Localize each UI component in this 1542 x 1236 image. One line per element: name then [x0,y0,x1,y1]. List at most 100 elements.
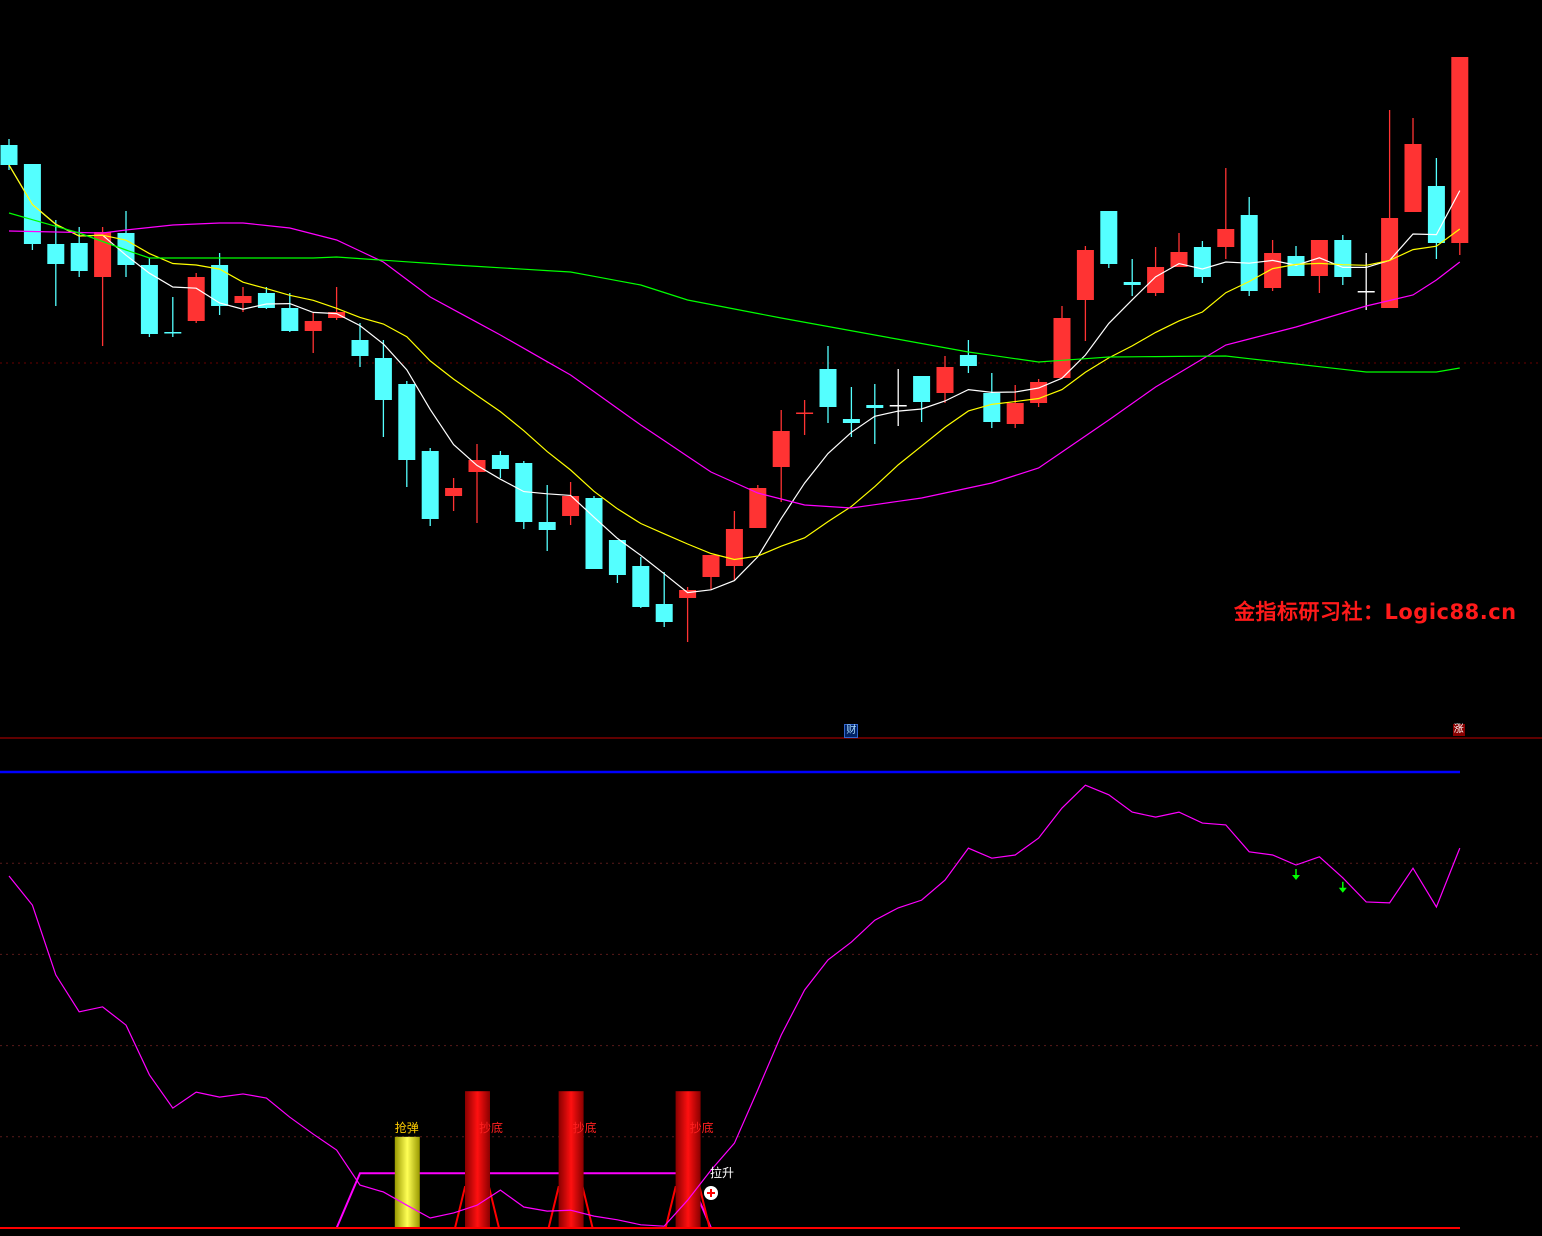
candle-body [913,376,931,402]
candle-17 [374,340,392,437]
candle-body [211,265,229,306]
candle-42 [959,340,977,373]
bottom-label: 抄底 [689,1121,714,1135]
candle-1 [0,139,18,170]
event-marker-zhang: 涨 [1452,724,1465,736]
candle-31 [702,555,720,590]
candle-body [187,277,205,321]
candle-56 [1287,246,1305,276]
candle-40 [913,376,931,422]
bottom-label: 抄底 [572,1121,597,1135]
candle-body [1381,218,1399,308]
moving-average-ma10 [8,164,1461,561]
bottom-bar [558,1091,584,1228]
candle-11 [234,287,252,312]
moving-average-ma5 [8,164,1461,594]
candle-15 [328,287,346,320]
candle-body [374,358,392,400]
candle-body [164,332,182,334]
candle-body [749,488,767,528]
candle-body [515,463,533,522]
candle-2 [23,164,41,250]
candle-body [1193,247,1211,277]
candle-49 [1123,259,1141,296]
candle-37 [842,387,860,437]
candle-57 [1310,240,1328,293]
candle-38 [866,384,884,444]
arrow-head [1338,887,1347,893]
candle-body [1053,318,1071,378]
candle-body [1100,211,1118,264]
candle-body [1357,291,1375,293]
candle-body [1451,57,1469,243]
candle-body [445,488,463,496]
candle-body [608,540,626,575]
down-arrow-icon [1338,881,1347,893]
candle-63 [1451,57,1469,255]
candle-54 [1240,197,1258,296]
candle-24 [538,485,556,551]
candle-body [889,405,907,407]
candle-body [117,233,135,265]
candle-body [842,419,860,423]
candle-19 [421,448,439,526]
candle-62 [1427,158,1445,259]
candle-body [491,455,509,469]
oscillator-line [8,784,1461,1227]
candle-21 [468,444,486,523]
candle-32 [725,511,743,580]
lift-plus-icon [704,1186,718,1200]
candle-39 [889,369,907,426]
candle-20 [445,478,463,511]
candle-27 [608,540,626,583]
candle-body [959,355,977,366]
candle-body [47,244,65,264]
candle-58 [1334,235,1352,285]
candle-body [234,296,252,303]
candle-51 [1170,233,1188,267]
candle-10 [211,253,229,315]
candle-7 [140,258,158,337]
candle-26 [585,496,603,569]
candle-body [983,393,1001,422]
event-marker-cai: 财 [844,724,859,738]
candle-body [562,496,580,516]
candle-body [1170,252,1188,267]
candle-16 [351,323,369,367]
candle-34 [772,410,790,502]
candle-body [1006,403,1024,424]
candle-body [1334,240,1352,277]
candle-body [702,555,720,577]
candle-22 [491,451,509,478]
candle-35 [796,400,814,435]
candle-body [796,412,814,414]
candle-4 [70,227,88,277]
candle-25 [562,482,580,525]
rebound-label: 抢弹 [394,1121,419,1135]
candle-60 [1381,110,1399,308]
candle-48 [1100,211,1118,268]
candle-43 [983,373,1001,428]
candle-body [585,498,603,569]
candle-body [281,308,299,331]
candle-body [936,367,954,393]
candle-body [70,243,88,271]
candle-body [1264,253,1282,288]
moving-average-ma_long [8,222,1461,509]
candle-body [632,566,650,607]
candle-36 [819,346,837,423]
zone-line [335,1172,712,1229]
moving-average-ma_longest [8,212,1460,373]
candle-body [679,590,697,598]
candle-body [772,431,790,467]
candle-body [819,369,837,407]
candle-52 [1193,241,1211,283]
rebound-bar [394,1136,420,1228]
candle-body [1240,215,1258,291]
candle-55 [1264,240,1282,291]
candle-13 [281,293,299,332]
bottom-label: 抄底 [479,1121,504,1135]
candle-23 [515,461,533,529]
lift-label: 拉升 [710,1166,735,1180]
